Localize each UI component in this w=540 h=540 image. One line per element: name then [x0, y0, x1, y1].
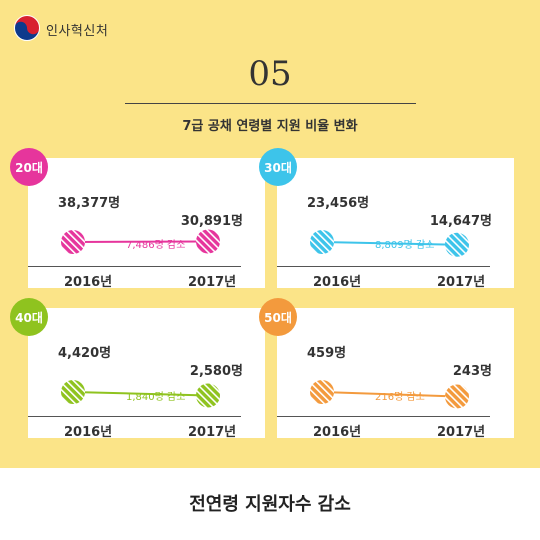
chart-card: 38,377명 30,891명 7,486명 감소 2016년 2017년 — [28, 158, 265, 290]
year-label-2017: 2017년 — [437, 275, 486, 290]
title-divider — [125, 103, 416, 104]
marker-2017 — [445, 232, 469, 257]
age-group-badge: 30대 — [259, 148, 297, 186]
series-line — [321, 391, 458, 398]
value-label-2017: 14,647명 — [429, 214, 492, 229]
chart-card: 23,456명 14,647명 8,809명 감소 2016년 2017년 — [277, 158, 514, 290]
marker-2016 — [310, 230, 334, 254]
value-label-2017: 2,580명 — [189, 364, 243, 379]
value-label-2016: 4,420명 — [58, 346, 112, 361]
slope-chart — [310, 380, 469, 409]
value-label-2017: 30,891명 — [180, 214, 243, 229]
x-axis-line — [28, 416, 241, 417]
difference-label: 8,809명 감소 — [375, 240, 435, 251]
age-group-badge: 50대 — [259, 298, 297, 336]
year-label-2016: 2016년 — [64, 425, 113, 440]
year-label-2017: 2017년 — [437, 425, 486, 440]
marker-2017 — [196, 229, 220, 254]
series-line — [72, 391, 209, 397]
page-title: 7급 공채 연령별 지원 비율 변화 — [182, 119, 358, 134]
year-label-2016: 2016년 — [313, 275, 362, 290]
footer: 전연령 지원자수 감소 — [0, 468, 540, 540]
difference-label: 7,486명 감소 — [126, 240, 186, 251]
slope-chart — [61, 229, 220, 254]
slope-chart — [61, 380, 220, 408]
organization-name: 인사혁신처 — [46, 24, 109, 39]
marker-2016 — [61, 230, 85, 254]
value-label-2016: 459명 — [307, 346, 347, 361]
chart-card: 459명 243명 216명 감소 2016년 2017년 — [277, 308, 514, 440]
series-line — [321, 241, 458, 246]
x-axis-line — [277, 416, 490, 417]
year-label-2017: 2017년 — [188, 275, 237, 290]
x-axis-line — [28, 266, 241, 267]
footer-text: 전연령 지원자수 감소 — [189, 494, 351, 515]
government-emblem-icon — [14, 15, 40, 41]
value-label-2016: 38,377명 — [58, 196, 121, 211]
slope-chart — [310, 230, 469, 257]
chart-card: 4,420명 2,580명 1,840명 감소 2016년 2017년 — [28, 308, 265, 440]
age-group-badge: 20대 — [10, 148, 48, 186]
year-label-2017: 2017년 — [188, 425, 237, 440]
marker-2017 — [445, 384, 469, 409]
section-number: 05 — [248, 54, 292, 94]
age-group-badge: 40대 — [10, 298, 48, 336]
x-axis-line — [277, 266, 490, 267]
difference-label: 216명 감소 — [375, 392, 425, 403]
difference-label: 1,840명 감소 — [126, 392, 186, 403]
value-label-2017: 243명 — [452, 364, 492, 379]
marker-2016 — [61, 380, 85, 404]
marker-2017 — [196, 383, 220, 408]
year-label-2016: 2016년 — [313, 425, 362, 440]
year-label-2016: 2016년 — [64, 275, 113, 290]
marker-2016 — [310, 380, 334, 404]
value-label-2016: 23,456명 — [307, 196, 370, 211]
